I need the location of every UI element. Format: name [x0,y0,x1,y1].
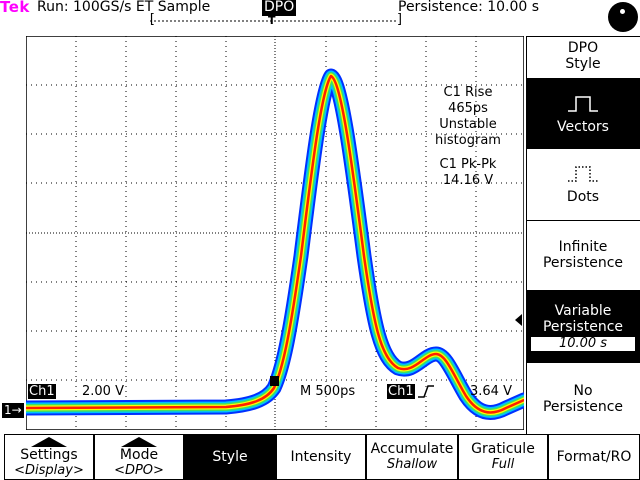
no-persistence-label: Persistence [542,399,624,415]
variable-persistence-label: Variable [554,303,612,319]
graticule-button[interactable]: Graticule Full [458,434,548,480]
accumulate-sub: Shallow [386,457,438,472]
volts-per-div: 2.00 V [82,384,124,399]
timebase-readout: M 500ps [300,384,356,399]
brand-logo: Tek [0,0,30,16]
infinite-persistence-label: Infinite [558,239,608,255]
dots-button[interactable]: Dots [526,148,640,220]
graticule-grid [26,36,524,430]
mode-sub: <DPO> [114,463,164,478]
trigger-status-icon [608,2,638,32]
status-bar: Tek Run: 100GS/s ET Sample DPO Persisten… [0,0,640,36]
pkpk-measurement: C1 Pk-Pk 14.16 V [418,157,518,189]
popup-menu-arrow-icon [31,437,67,447]
popup-menu-arrow-icon [121,437,157,447]
accumulate-button[interactable]: Accumulate Shallow [366,434,458,480]
measurement-marker-icon [270,376,279,386]
variable-persistence-button[interactable]: Variable Persistence 10.00 s [526,290,640,362]
format-readout-label: Format/RO [556,449,632,465]
infinite-persistence-button[interactable]: Infinite Persistence [526,220,640,290]
waveform-display[interactable] [26,36,524,430]
graticule-label: Graticule [471,441,535,457]
graticule-sub: Full [491,457,515,472]
dots-icon [568,166,598,182]
dots-label: Dots [566,189,600,205]
trigger-level: 3.64 V [470,384,512,399]
side-menu-title: DPO Style [526,36,640,78]
no-persistence-button[interactable]: No Persistence [526,362,640,434]
side-menu-title-line: Style [565,56,601,72]
rise-value: 465ps [448,101,488,116]
record-view-bar [150,20,398,22]
acquisition-status: Run: 100GS/s ET Sample [37,0,211,15]
channel-label: Ch1 [28,384,56,399]
variable-persistence-label: Persistence [542,319,624,335]
accumulate-label: Accumulate [370,441,454,457]
pkpk-value: 14.16 V [442,173,494,188]
side-menu-divider [526,36,527,434]
rise-note: histogram [435,133,501,148]
ground-marker: 1→ [2,403,24,418]
infinite-persistence-label: Persistence [542,255,624,271]
format-readout-button[interactable]: Format/RO [548,434,640,480]
waveform-trace [26,68,524,420]
mode-label: Mode [119,447,159,463]
pkpk-title: C1 Pk-Pk [439,157,497,172]
intensity-button[interactable]: Intensity [276,434,366,480]
trigger-level-arrow-icon [515,314,522,326]
trigger-channel: Ch1 [387,384,415,399]
side-menu-title-line: DPO [567,40,599,56]
trigger-status-dot-icon [620,9,625,14]
settings-label: Settings [20,447,78,463]
rising-edge-icon [418,385,434,398]
record-view-bracket-right-icon: ] [396,12,404,27]
persistence-status: Persistence: 10.00 s [398,0,540,15]
trigger-position-icon: T [268,14,276,27]
rise-title: C1 Rise [443,85,493,100]
mode-badge: DPO [262,0,297,16]
rise-note: Unstable [439,117,497,132]
vectors-icon [568,96,598,112]
intensity-label: Intensity [290,449,352,465]
settings-sub: <Display> [14,463,84,478]
rise-measurement: C1 Rise 465ps Unstable histogram [418,85,518,149]
no-persistence-label: No [573,383,593,399]
vectors-button[interactable]: Vectors [526,78,640,148]
variable-persistence-value[interactable]: 10.00 s [530,336,636,352]
graticule-center-axes [26,36,524,430]
style-label: Style [212,449,248,465]
settings-button[interactable]: Settings <Display> [4,434,94,480]
style-button[interactable]: Style [184,434,276,480]
mode-button[interactable]: Mode <DPO> [94,434,184,480]
vectors-label: Vectors [557,119,609,135]
record-view-bracket-left-icon: [ [148,12,156,27]
